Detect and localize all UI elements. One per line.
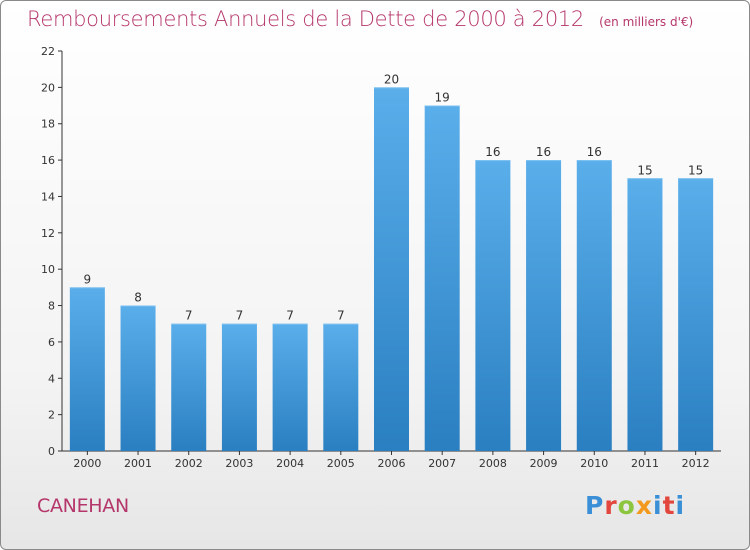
data-label-2008: 16 <box>485 145 500 159</box>
x-tick-label-2007: 2007 <box>428 457 456 470</box>
logo-letter: i <box>653 491 663 520</box>
bar-2012 <box>678 178 714 452</box>
data-label-2007: 19 <box>435 91 450 105</box>
x-tick-label-2009: 2009 <box>530 457 558 470</box>
data-label-2010: 16 <box>587 145 602 159</box>
y-tick-label: 14 <box>41 190 55 203</box>
x-tick-label-2005: 2005 <box>327 457 355 470</box>
bar-2001 <box>120 305 156 451</box>
x-tick-label-2004: 2004 <box>276 457 304 470</box>
y-tick-label: 16 <box>41 154 55 167</box>
y-tick-label: 10 <box>41 263 55 276</box>
logo-letter: x <box>635 491 653 520</box>
data-labels: 9 8 7 7 7 7 20 19 16 16 16 15 15 <box>84 72 704 322</box>
y-tick-label: 18 <box>41 118 55 131</box>
y-tick-label: 12 <box>41 227 55 240</box>
data-label-2004: 7 <box>286 309 294 323</box>
bar-2007 <box>424 105 460 451</box>
chart-unit: (en milliers d'€) <box>599 15 694 29</box>
chart-title: Remboursements Annuels de la Dette de 20… <box>27 7 584 31</box>
data-label-2005: 7 <box>337 309 345 323</box>
x-tick-label-2008: 2008 <box>479 457 507 470</box>
bar-2011 <box>627 178 663 452</box>
data-label-2009: 16 <box>536 145 551 159</box>
x-tick-label-2003: 2003 <box>225 457 253 470</box>
bar-2005 <box>323 323 359 451</box>
bars <box>69 87 714 452</box>
x-tick-label-2002: 2002 <box>175 457 203 470</box>
town-name: CANEHAN <box>37 495 129 517</box>
data-label-2003: 7 <box>236 309 244 323</box>
bar-2006 <box>374 87 409 451</box>
data-label-2006: 20 <box>384 72 399 86</box>
logo-letter: i <box>675 491 686 520</box>
y-tick-label: 0 <box>48 445 55 458</box>
logo-letter: P <box>585 491 605 520</box>
data-label-2002: 7 <box>185 309 193 323</box>
bar-2002 <box>171 323 207 451</box>
x-tick-label-2001: 2001 <box>124 457 152 470</box>
bar-2009 <box>526 160 562 451</box>
bar-2003 <box>221 323 257 451</box>
chart-title-block: Remboursements Annuels de la Dette de 20… <box>27 7 693 31</box>
data-label-2011: 15 <box>637 163 652 177</box>
y-tick-label: 20 <box>41 81 55 94</box>
data-label-2000: 9 <box>84 272 92 286</box>
y-tick-label: 22 <box>41 45 55 58</box>
logo-letter: t <box>662 491 676 520</box>
axes: 0 2 4 6 8 10 12 14 16 18 20 22 2000 2001 2002 2003 2004 2… <box>41 45 721 470</box>
x-tick-label-2010: 2010 <box>580 457 608 470</box>
x-tick-label-2006: 2006 <box>378 457 406 470</box>
data-label-2012: 15 <box>688 163 703 177</box>
data-label-2001: 8 <box>134 291 142 305</box>
y-tick-label: 6 <box>48 336 55 349</box>
y-tick-label: 2 <box>48 409 55 422</box>
x-tick-label-2000: 2000 <box>73 457 101 470</box>
proxiti-logo[interactable]: Proxiti <box>585 491 685 520</box>
x-tick-label-2011: 2011 <box>631 457 659 470</box>
logo-letter: r <box>604 491 618 520</box>
bar-2010 <box>576 160 612 451</box>
bar-2004 <box>272 323 308 451</box>
bar-2008 <box>475 160 511 451</box>
logo-letter: o <box>617 491 636 520</box>
y-tick-label: 8 <box>48 300 55 313</box>
x-tick-label-2012: 2012 <box>682 457 710 470</box>
y-tick-label: 4 <box>48 372 55 385</box>
bar-2000 <box>69 287 105 451</box>
